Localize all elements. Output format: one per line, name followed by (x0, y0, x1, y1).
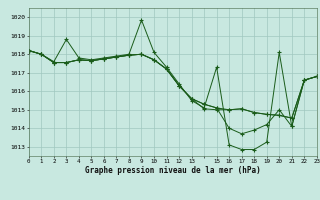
X-axis label: Graphe pression niveau de la mer (hPa): Graphe pression niveau de la mer (hPa) (85, 166, 261, 175)
